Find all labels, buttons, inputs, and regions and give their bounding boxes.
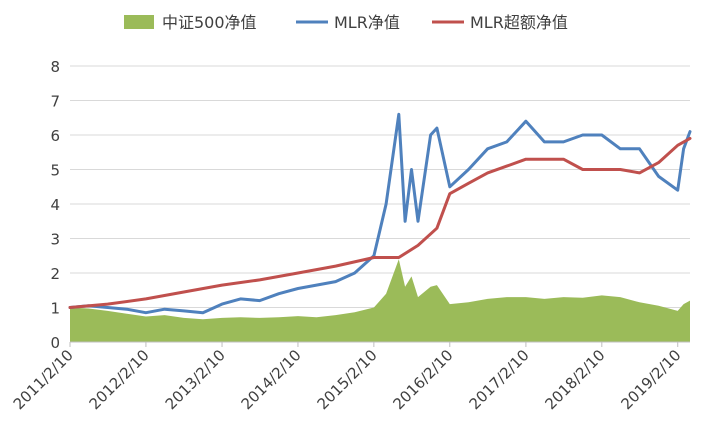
x-tick-label: 2013/2/10	[162, 346, 229, 413]
series-line-1	[68, 112, 692, 315]
x-tick-label: 2015/2/10	[314, 346, 381, 413]
y-tick-label: 4	[50, 196, 60, 214]
x-tick-label: 2011/2/10	[10, 346, 77, 413]
line-series-layer	[68, 112, 692, 315]
x-tick-label: 2018/2/10	[542, 346, 609, 413]
y-tick-label: 3	[50, 231, 60, 249]
y-tick-label: 5	[50, 162, 60, 180]
y-tick-label: 1	[50, 300, 60, 318]
legend-label: MLR超额净值	[470, 13, 568, 32]
y-tick-label: 8	[50, 58, 60, 76]
y-tick-label: 2	[50, 265, 60, 283]
x-tick-label: 2012/2/10	[86, 346, 153, 413]
legend-label: 中证500净值	[162, 13, 257, 32]
x-tick-label: 2017/2/10	[466, 346, 533, 413]
area-series-layer	[70, 259, 690, 342]
y-tick-label: 0	[50, 334, 60, 352]
legend: 中证500净值 MLR净值 MLR超额净值	[124, 13, 568, 32]
x-tick-labels: 2011/2/10 2012/2/10 2013/2/10 2014/2/10 2015…	[10, 342, 685, 413]
y-tick-label: 7	[50, 93, 60, 111]
y-tick-labels: 0 1 2 3 4 5 6 7 8	[50, 58, 60, 352]
series-line-2	[68, 136, 692, 309]
x-tick-label: 2016/2/10	[389, 346, 456, 413]
x-tick-label: 2014/2/10	[238, 346, 305, 413]
series-area-0	[70, 259, 690, 342]
legend-swatch-area	[124, 15, 154, 29]
legend-label: MLR净值	[334, 13, 400, 32]
y-gridlines	[70, 65, 690, 308]
x-tick-label: 2019/2/10	[617, 346, 684, 413]
y-tick-label: 6	[50, 127, 60, 145]
